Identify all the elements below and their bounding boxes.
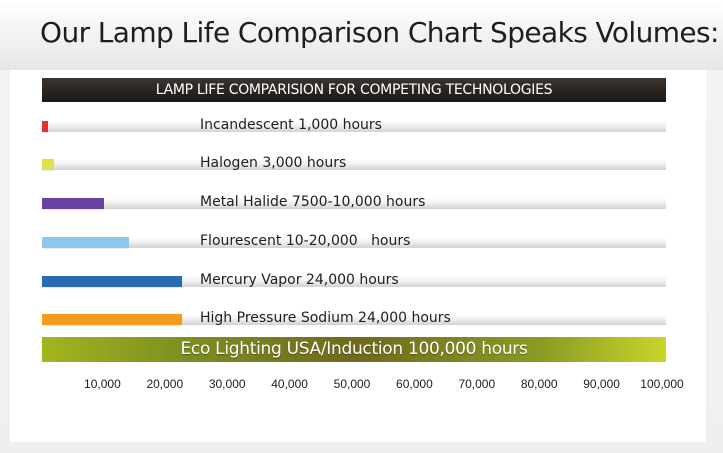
- top-band: [0, 0, 723, 70]
- bar: [42, 337, 666, 362]
- bar: [42, 237, 130, 248]
- x-tick-label: 10,000: [84, 377, 121, 391]
- bar: [42, 121, 49, 132]
- bar-track: [42, 121, 666, 132]
- x-tick-label: 30,000: [208, 377, 246, 391]
- bar-label: High Pressure Sodium 24,000 hours: [200, 310, 451, 326]
- x-tick-label: 90,000: [583, 377, 620, 391]
- bar-label: Incandescent 1,000 hours: [200, 117, 382, 133]
- x-tick-label: 40,000: [271, 377, 308, 391]
- x-tick-label: 100,000: [640, 377, 684, 391]
- bar: [42, 314, 183, 325]
- chart-panel: [10, 70, 706, 442]
- x-tick-label: 50,000: [333, 377, 371, 391]
- chart-title: LAMP LIFE COMPARISION FOR COMPETING TECH…: [42, 78, 666, 102]
- bar: [42, 198, 105, 209]
- bar-track: [42, 198, 666, 209]
- bar-track: [42, 237, 666, 248]
- bar: [42, 159, 55, 170]
- bar-label: Halogen 3,000 hours: [200, 155, 347, 171]
- x-tick-label: 70,000: [458, 377, 496, 391]
- bar-track: [42, 314, 666, 325]
- x-tick-label: 60,000: [396, 377, 433, 391]
- x-tick-label: 20,000: [146, 377, 184, 391]
- bar-label: Eco Lighting USA/Induction 100,000 hours: [180, 339, 528, 359]
- bar-label: Metal Halide 7500-10,000 hours: [200, 194, 426, 210]
- bar-track: [42, 159, 666, 170]
- bar-label: Flourescent 10-20,000 hours: [200, 233, 411, 249]
- bar: [42, 276, 183, 287]
- bar-label: Mercury Vapor 24,000 hours: [200, 272, 399, 288]
- page-headline: Our Lamp Life Comparison Chart Speaks Vo…: [40, 16, 719, 49]
- bar-track: [42, 276, 666, 287]
- x-tick-label: 80,000: [520, 377, 558, 391]
